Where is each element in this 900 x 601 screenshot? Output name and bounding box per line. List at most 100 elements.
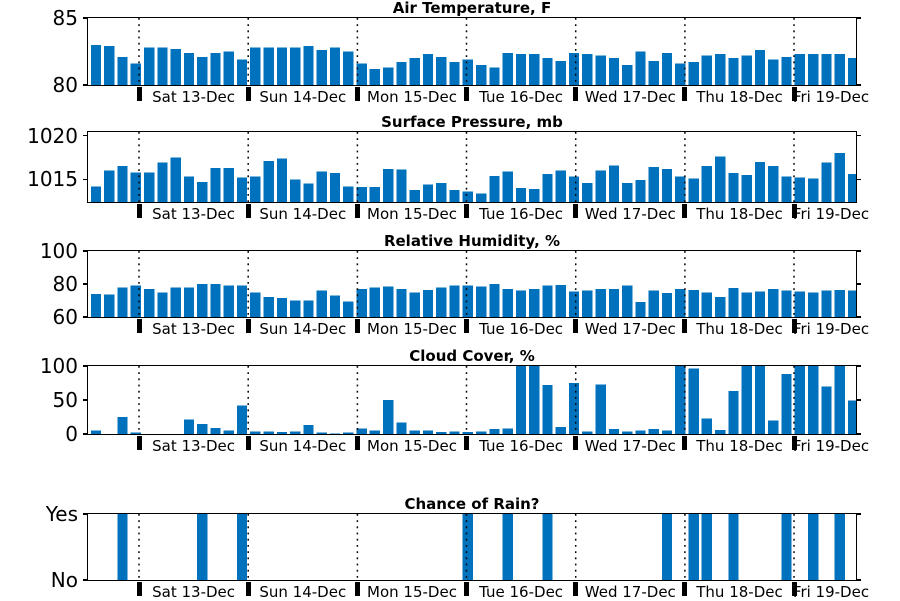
y-tick-mark: [83, 17, 88, 19]
bar: [568, 52, 580, 85]
bar: [502, 52, 513, 85]
day-tick-mark: [464, 581, 469, 596]
bar: [489, 67, 500, 85]
bar: [794, 54, 805, 85]
bar: [183, 52, 195, 85]
bar: [210, 427, 221, 434]
bar: [622, 431, 633, 434]
bar: [343, 432, 354, 434]
bar: [356, 288, 367, 317]
bar: [781, 290, 792, 317]
y-tick-mark: [856, 283, 861, 285]
y-tick-mark: [856, 579, 861, 581]
day-label: Sat 13-Dec: [152, 583, 236, 601]
bar: [622, 285, 633, 317]
bar: [130, 63, 141, 85]
day-tick-mark: [464, 435, 469, 450]
bar: [409, 189, 420, 202]
bar: [661, 514, 673, 580]
day-tick-mark: [354, 203, 360, 218]
bar: [529, 188, 540, 202]
day-label: Wed 17-Dec: [584, 205, 676, 223]
bar: [794, 177, 805, 202]
subplot-title: Relative Humidity, %: [383, 232, 561, 250]
day-tick-mark: [136, 435, 142, 450]
bar: [290, 47, 301, 85]
bar: [329, 433, 341, 434]
bar: [290, 300, 301, 317]
bar: [422, 184, 434, 202]
bar: [807, 366, 819, 434]
bar: [263, 160, 274, 202]
day-tick-mark: [354, 86, 360, 101]
bar: [90, 430, 102, 434]
y-tick-mark: [83, 283, 88, 285]
y-tick-mark: [83, 84, 88, 86]
bar: [741, 292, 752, 317]
subplot-title: Chance of Rain?: [404, 495, 540, 513]
bar: [90, 293, 102, 317]
bar: [422, 54, 434, 85]
y-tick-mark: [856, 17, 861, 19]
bar: [754, 161, 766, 202]
bar: [781, 176, 792, 202]
y-tick-mark: [83, 250, 88, 252]
bar: [369, 187, 381, 202]
day-label: Mon 15-Dec: [367, 583, 457, 601]
bar: [648, 429, 659, 434]
y-tick-mark: [856, 250, 861, 252]
bar: [90, 186, 102, 202]
bar: [329, 295, 341, 317]
day-label: Mon 15-Dec: [367, 320, 457, 338]
bar: [250, 47, 261, 85]
y-tick-mark: [83, 316, 88, 318]
day-tick-mark: [682, 203, 688, 218]
bar: [515, 54, 527, 85]
bar: [210, 167, 221, 202]
bar: [290, 179, 301, 202]
bar: [396, 62, 407, 85]
day-tick-mark: [682, 318, 688, 333]
bar: [170, 287, 181, 317]
day-label: Mon 15-Dec: [367, 88, 457, 106]
bar: [582, 54, 593, 85]
subplot-title: Cloud Cover, %: [409, 347, 535, 365]
bar: [821, 54, 832, 85]
bar: [210, 52, 221, 85]
bar: [316, 290, 327, 317]
bar: [715, 297, 726, 317]
bar: [542, 285, 553, 317]
bar: [117, 287, 128, 317]
y-tick-mark: [856, 433, 861, 435]
bar: [661, 430, 673, 434]
day-tick-mark: [573, 435, 579, 450]
day-label: Sun 14-Dec: [259, 205, 347, 223]
bar: [303, 46, 314, 85]
bar: [143, 47, 155, 85]
day-tick-mark: [573, 86, 579, 101]
bar: [436, 56, 447, 85]
bar: [462, 285, 473, 317]
bar: [807, 514, 819, 580]
bar: [515, 188, 527, 202]
bar: [582, 431, 593, 434]
day-label: Sun 14-Dec: [259, 437, 347, 455]
bar: [422, 430, 434, 434]
bar: [542, 514, 553, 580]
day-label: Sun 14-Dec: [259, 88, 347, 106]
y-tick-label: 0: [65, 422, 78, 446]
bar: [847, 58, 856, 85]
bar: [276, 47, 288, 85]
bar: [608, 429, 620, 434]
bar: [582, 182, 593, 202]
day-tick-mark: [354, 318, 360, 333]
bar: [250, 431, 261, 434]
bar: [356, 428, 367, 434]
bar: [781, 56, 792, 85]
bar: [582, 290, 593, 317]
bar: [635, 180, 646, 202]
bar: [250, 292, 261, 317]
y-tick-label: Yes: [45, 502, 78, 526]
bar: [608, 58, 620, 85]
